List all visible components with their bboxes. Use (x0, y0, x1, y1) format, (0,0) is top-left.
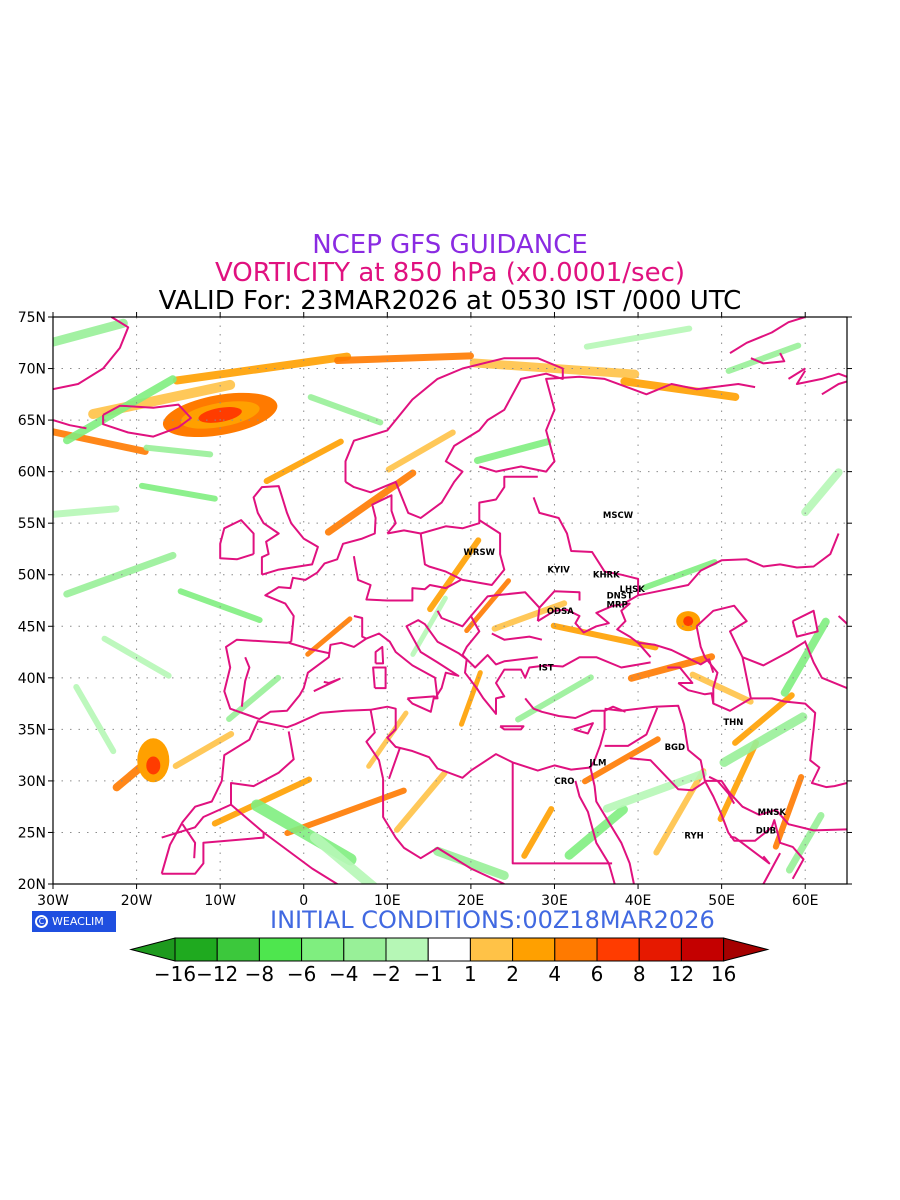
city-label: RYH (684, 832, 703, 842)
map-title: NCEP GFS GUIDANCE (312, 230, 588, 260)
legend-swatch (427, 937, 471, 962)
legend-label: −16 (154, 962, 196, 986)
legend-swatch (385, 937, 429, 962)
legend-swatch (216, 937, 260, 962)
lon-tick-label: 30E (541, 893, 568, 909)
lon-tick-label: 10W (204, 893, 236, 909)
legend-swatch (596, 937, 640, 962)
lat-tick-label: 25N (18, 825, 46, 841)
city-label: ODSA (547, 607, 574, 617)
city-label: BGD (665, 743, 686, 753)
legend-swatch (638, 937, 682, 962)
legend-label: 2 (506, 962, 519, 986)
city-label: MSCW (603, 511, 634, 521)
city-label: DUB (756, 826, 776, 836)
city-label: DNST (607, 591, 633, 601)
legend-label: −4 (329, 962, 358, 986)
lat-tick-label: 60N (18, 465, 46, 481)
legend-label: −6 (287, 962, 316, 986)
city-label: IST (539, 664, 554, 674)
lon-tick-label: 20E (458, 893, 485, 909)
legend-label: −1 (413, 962, 442, 986)
lon-tick-label: 10E (374, 893, 401, 909)
legend-label: −8 (245, 962, 274, 986)
legend-label: 16 (711, 962, 736, 986)
lon-tick-label: 40E (625, 893, 652, 909)
lat-tick-label: 20N (18, 877, 46, 893)
color-legend: −16 −12 −8 −6 −4 −2 −1 1 2 4 6 8 12 16 (129, 937, 770, 986)
lon-tick-label: 30W (37, 893, 69, 909)
legend-swatch (343, 937, 387, 962)
badge-label: WEACLIM (52, 915, 104, 928)
lat-tick-label: 55N (18, 516, 46, 532)
legend-label: 8 (633, 962, 646, 986)
lon-tick-label: 50E (708, 893, 735, 909)
city-label: WRSW (464, 548, 496, 558)
city-label: LHSK (620, 585, 646, 595)
city-label: CRO (554, 777, 574, 787)
axis-ticks: 30W 20W 10W 0 10E 20E 30E 40E 50E 60E 75N 70N 65N 60N… (18, 310, 852, 909)
lat-tick-label: 40N (18, 671, 46, 687)
legend-label: −2 (371, 962, 400, 986)
lat-tick-label: 75N (18, 310, 46, 326)
lat-tick-label: 45N (18, 619, 46, 635)
legend-swatch (469, 937, 514, 962)
city-label: THN (723, 718, 743, 728)
lat-tick-label: 70N (18, 362, 46, 378)
city-label: JLM (588, 758, 606, 768)
legend-label: −12 (196, 962, 238, 986)
legend-swatch (512, 937, 556, 962)
legend-swatch (301, 937, 345, 962)
lat-tick-label: 35N (18, 722, 46, 738)
legend-label: 1 (464, 962, 477, 986)
copyright-icon: C (35, 915, 48, 928)
lat-tick-label: 30N (18, 774, 46, 790)
initial-conditions: INITIAL CONDITIONS:00Z18MAR2026 (270, 906, 715, 934)
city-label: KYIV (547, 566, 570, 576)
legend-arrow-left (129, 937, 176, 962)
lat-tick-label: 65N (18, 413, 46, 429)
lat-tick-label: 50N (18, 568, 46, 584)
coastlines-borders (53, 317, 847, 884)
lon-tick-label: 60E (792, 893, 819, 909)
map-subtitle: VORTICITY at 850 hPa (x0.0001/sec) (214, 258, 686, 288)
legend-swatch (680, 937, 725, 962)
valid-time: VALID For: 23MAR2026 at 0530 IST /000 UT… (158, 286, 742, 316)
city-label: MNSK (758, 808, 787, 818)
vorticity-field (53, 318, 843, 884)
legend-label: 4 (548, 962, 561, 986)
city-label: MRP (607, 601, 628, 611)
weaclim-badge: C WEACLIM (32, 911, 116, 932)
legend-arrow-right (723, 937, 770, 962)
legend-swatch (174, 937, 218, 962)
city-label: KHRK (593, 571, 620, 581)
lon-tick-label: 0 (299, 893, 308, 909)
legend-swatch (554, 937, 598, 962)
legend-label: 6 (591, 962, 604, 986)
legend-label: 12 (669, 962, 694, 986)
lon-tick-label: 20W (121, 893, 153, 909)
legend-swatch (258, 937, 303, 962)
map-frame (52, 316, 848, 885)
